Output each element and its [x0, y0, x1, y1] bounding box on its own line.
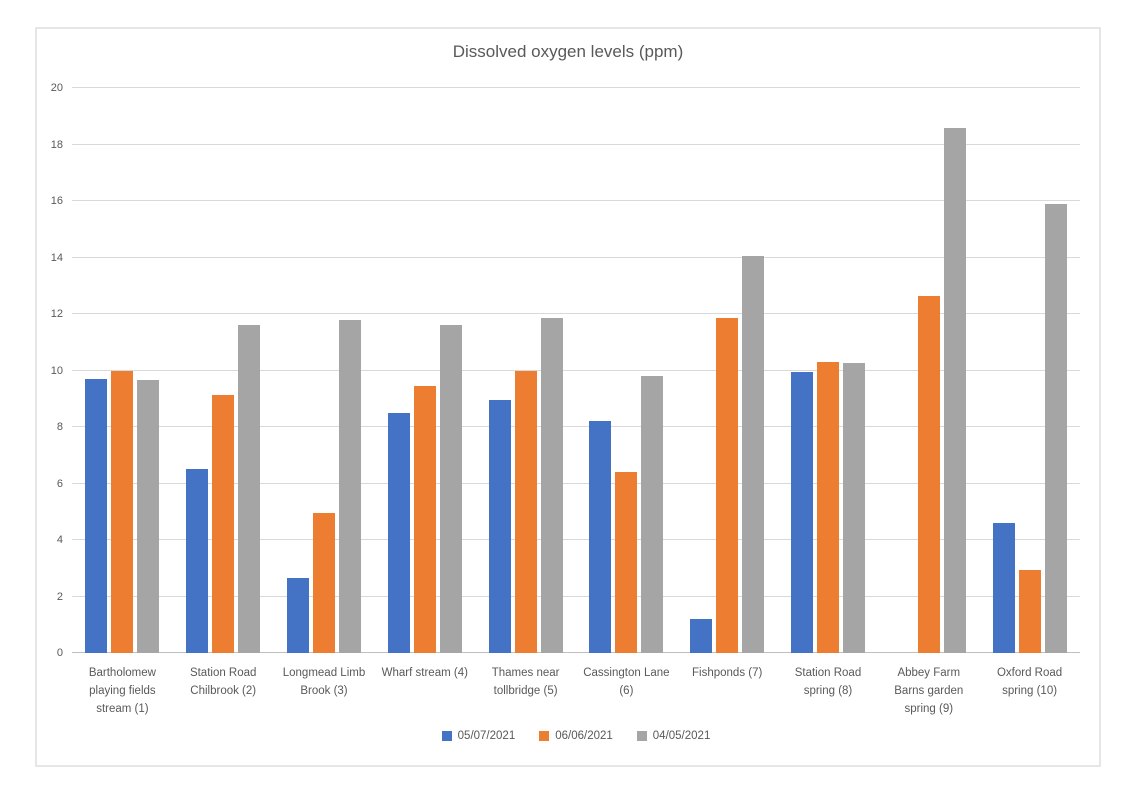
x-axis-line [72, 652, 1080, 653]
bar-group [72, 88, 173, 653]
bar-series-container [72, 88, 1080, 653]
y-axis-tick-label: 20 [50, 82, 63, 94]
bar [716, 318, 739, 653]
legend-swatch-icon [636, 731, 647, 741]
bar [690, 619, 713, 653]
x-axis-label: Abbey Farm Barns garden spring (9) [894, 667, 964, 715]
legend-swatch-icon [441, 731, 452, 741]
bar [615, 472, 638, 653]
y-axis-tick-label: 16 [50, 195, 63, 207]
bar-group [475, 88, 576, 653]
legend-swatch-icon [539, 731, 550, 741]
gridline [72, 595, 1080, 597]
bar [238, 325, 261, 653]
bar [540, 318, 563, 653]
y-axis-tick-label: 2 [56, 590, 63, 603]
bar [137, 380, 160, 653]
bar [943, 127, 966, 653]
bar [111, 370, 134, 653]
gridline [72, 87, 1080, 88]
bar-group [274, 88, 375, 653]
x-axis-label: Station Road spring (8) [794, 667, 862, 697]
bar [514, 370, 537, 653]
bar [439, 325, 462, 653]
bar [186, 469, 209, 653]
y-axis-tick-label: 14 [50, 251, 63, 264]
chart-figure: Dissolved oxygen levels (ppm) 0 2 4 6 8 10 12 1… [35, 27, 1101, 767]
bar-group [173, 88, 274, 653]
bar-group [576, 88, 677, 653]
x-axis-label: Bartholomew playing fields stream (1) [88, 667, 156, 715]
y-axis-tick-label: 4 [56, 534, 63, 546]
x-axis-label: Oxford Road spring (10) [996, 667, 1063, 697]
y-axis-tick-label: 0 [56, 647, 63, 659]
y-axis-tick-label: 8 [56, 421, 63, 433]
bar-group [878, 88, 979, 653]
gridline [72, 426, 1080, 427]
chart-title: Dissolved oxygen levels (ppm) [452, 42, 684, 61]
legend-item: 06/06/2021 [539, 730, 613, 742]
x-axis-labels: Bartholomew playing fields stream (1) Sta… [72, 665, 1080, 718]
bar-group [778, 88, 879, 653]
bar [742, 256, 765, 653]
gridline [72, 256, 1080, 258]
y-axis-tick-label: 12 [50, 308, 63, 320]
bar [387, 412, 410, 653]
bar [641, 376, 664, 653]
x-axis-label: Longmead Limb Brook (3) [282, 667, 366, 697]
x-axis-label: Cassington Lane (6) [583, 667, 670, 697]
x-axis-label: Fishponds (7) [692, 667, 763, 679]
bar-group [677, 88, 778, 653]
bar-group [374, 88, 475, 653]
bar [842, 363, 865, 653]
gridline [72, 482, 1080, 484]
y-axis-tick-labels: 0 2 4 6 8 10 12 14 16 18 20 [37, 82, 63, 659]
x-axis-label: Wharf stream (4) [381, 667, 468, 679]
bar-group [979, 88, 1080, 653]
legend-label: 04/05/2021 [652, 730, 711, 742]
bar [338, 319, 361, 653]
plot-area [72, 87, 1080, 653]
legend-label: 06/06/2021 [555, 730, 613, 742]
legend-item: 05/07/2021 [441, 730, 516, 742]
bar [85, 378, 108, 653]
bar [992, 523, 1015, 653]
gridline [72, 369, 1080, 371]
bar [286, 578, 309, 653]
x-axis-label: Thames near tollbridge (5) [491, 667, 560, 697]
bar [212, 394, 235, 653]
legend-label: 05/07/2021 [457, 730, 516, 742]
bar [1044, 203, 1067, 653]
bar [589, 421, 612, 653]
bar [1018, 569, 1041, 653]
y-axis-tick-label: 10 [50, 364, 63, 377]
bar [816, 362, 839, 653]
x-axis-label: Station Road Chilbrook (2) [189, 667, 257, 697]
legend: 05/07/2021 06/06/2021 04/05/2021 [72, 730, 1080, 742]
gridline [72, 313, 1080, 314]
bar [917, 295, 940, 653]
legend-item: 04/05/2021 [636, 730, 711, 742]
bar [790, 371, 813, 653]
gridline [72, 200, 1080, 201]
y-axis-tick-label: 6 [56, 477, 63, 490]
y-axis-tick-label: 18 [50, 138, 63, 151]
gridline [72, 143, 1080, 145]
bar [312, 513, 335, 653]
gridline [72, 539, 1080, 540]
bar [488, 400, 511, 653]
bar [413, 386, 436, 653]
